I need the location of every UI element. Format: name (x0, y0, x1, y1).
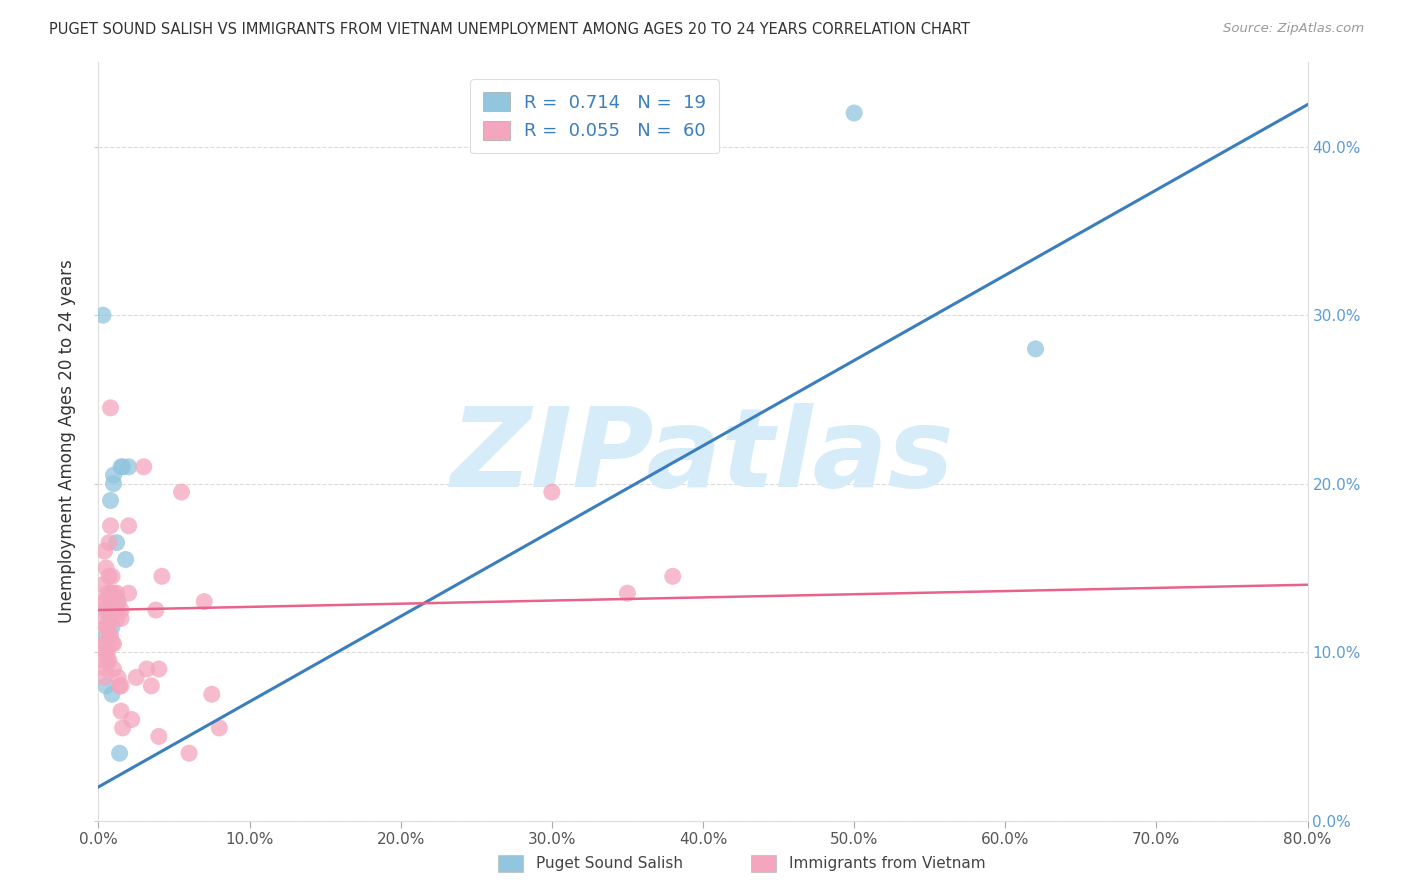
Point (103, 662, 125, 676)
Point (103, 476, 125, 491)
Text: Puget Sound Salish: Puget Sound Salish (536, 856, 683, 871)
Point (91, 308, 114, 322)
Point (94, 679, 117, 693)
Point (148, 662, 170, 676)
Point (125, 670, 148, 684)
Point (108, 679, 131, 693)
Point (141, 679, 163, 693)
Point (118, 586, 141, 600)
Point (101, 620, 124, 634)
Point (101, 687, 124, 701)
Point (91, 594, 114, 608)
Point (105, 535, 128, 549)
Y-axis label: Unemployment Among Ages 20 to 24 years: Unemployment Among Ages 20 to 24 years (58, 260, 76, 624)
Point (118, 459, 141, 474)
Point (96, 620, 118, 634)
Point (105, 611, 128, 625)
Text: Source: ZipAtlas.com: Source: ZipAtlas.com (1223, 22, 1364, 36)
Point (103, 637, 125, 651)
Point (110, 459, 132, 474)
Point (148, 730, 170, 744)
Point (107, 594, 129, 608)
Point (93, 611, 115, 625)
Point (94, 561, 117, 575)
Point (121, 713, 143, 727)
Point (107, 594, 129, 608)
Point (110, 679, 132, 693)
Point (132, 459, 155, 474)
Point (114, 552, 136, 566)
Point (111, 459, 134, 474)
Point (844, 106, 866, 120)
Point (94, 603, 117, 617)
Bar (498, 855, 523, 872)
Point (100, 586, 122, 600)
Point (94, 620, 117, 634)
Point (98, 611, 121, 625)
Point (108, 746, 131, 760)
Point (179, 746, 201, 760)
Point (103, 468, 125, 483)
Text: Immigrants from Vietnam: Immigrants from Vietnam (789, 856, 986, 871)
Point (100, 518, 122, 533)
Point (91, 578, 114, 592)
Point (110, 704, 132, 718)
Point (94, 628, 117, 642)
Point (93, 654, 115, 668)
Point (98, 569, 121, 583)
Point (145, 603, 167, 617)
Point (135, 662, 157, 676)
Point (98, 628, 121, 642)
Point (94, 645, 117, 659)
Point (193, 594, 215, 608)
Point (96, 654, 118, 668)
Legend: R =  0.714   N =  19, R =  0.055   N =  60: R = 0.714 N = 19, R = 0.055 N = 60 (470, 79, 718, 153)
Point (170, 485, 193, 500)
Point (100, 401, 122, 415)
Point (93, 637, 115, 651)
Text: ZIPatlas: ZIPatlas (451, 403, 955, 510)
Point (93, 544, 115, 558)
Point (96, 645, 118, 659)
Point (1024, 342, 1046, 356)
Point (118, 518, 141, 533)
Point (540, 485, 562, 500)
Point (150, 569, 173, 583)
Bar (751, 855, 776, 872)
Point (111, 721, 134, 735)
Point (100, 493, 122, 508)
Point (98, 654, 121, 668)
Point (105, 586, 128, 600)
Point (96, 586, 118, 600)
Point (107, 670, 129, 684)
Point (93, 670, 115, 684)
Point (208, 721, 231, 735)
Point (100, 594, 122, 608)
Point (98, 535, 121, 549)
Point (103, 586, 125, 600)
Point (616, 586, 638, 600)
Point (661, 569, 683, 583)
Point (101, 637, 124, 651)
Point (101, 569, 124, 583)
Point (110, 611, 132, 625)
Point (94, 662, 117, 676)
Point (201, 687, 224, 701)
Point (94, 594, 117, 608)
Point (100, 628, 122, 642)
Point (110, 603, 132, 617)
Point (94, 637, 117, 651)
Text: PUGET SOUND SALISH VS IMMIGRANTS FROM VIETNAM UNEMPLOYMENT AMONG AGES 20 TO 24 Y: PUGET SOUND SALISH VS IMMIGRANTS FROM VI… (49, 22, 970, 37)
